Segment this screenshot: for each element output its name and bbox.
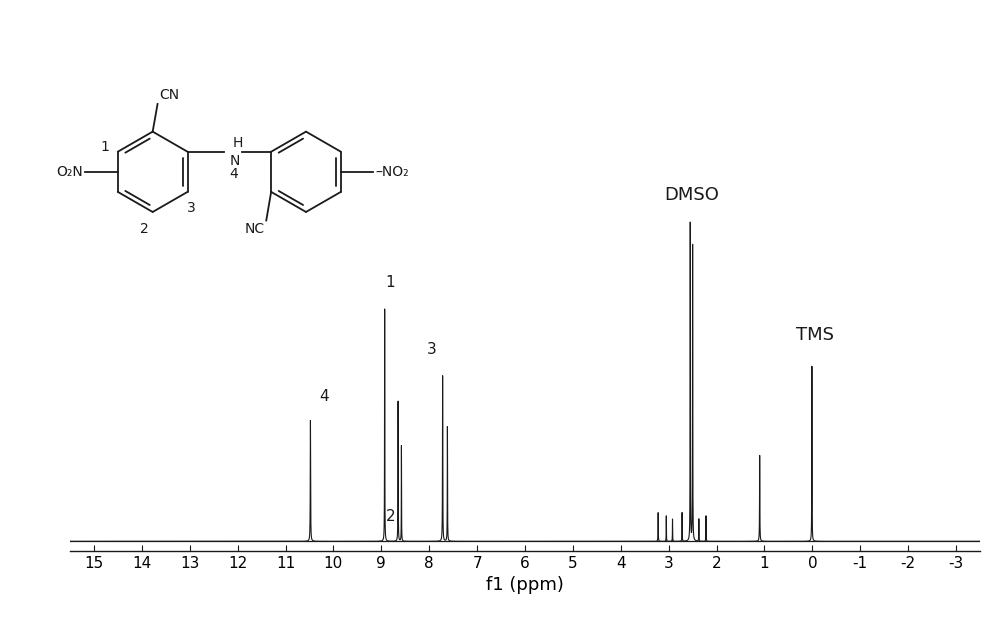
Text: –NO₂: –NO₂ [375, 165, 409, 179]
Text: 2: 2 [386, 509, 396, 523]
Text: NC: NC [244, 222, 264, 237]
X-axis label: f1 (ppm): f1 (ppm) [486, 577, 564, 594]
Text: DMSO: DMSO [664, 186, 719, 204]
Text: N: N [230, 153, 240, 168]
Text: 2: 2 [140, 222, 149, 235]
Text: CN: CN [159, 88, 180, 102]
Text: 4: 4 [230, 167, 238, 181]
Text: TMS: TMS [796, 326, 834, 344]
Text: 3: 3 [187, 202, 196, 215]
Text: 1: 1 [101, 140, 109, 154]
Text: 1: 1 [386, 275, 395, 290]
Text: O₂N: O₂N [57, 165, 83, 179]
Text: 4: 4 [319, 389, 329, 404]
Text: 3: 3 [427, 342, 437, 357]
Text: H: H [233, 136, 243, 150]
